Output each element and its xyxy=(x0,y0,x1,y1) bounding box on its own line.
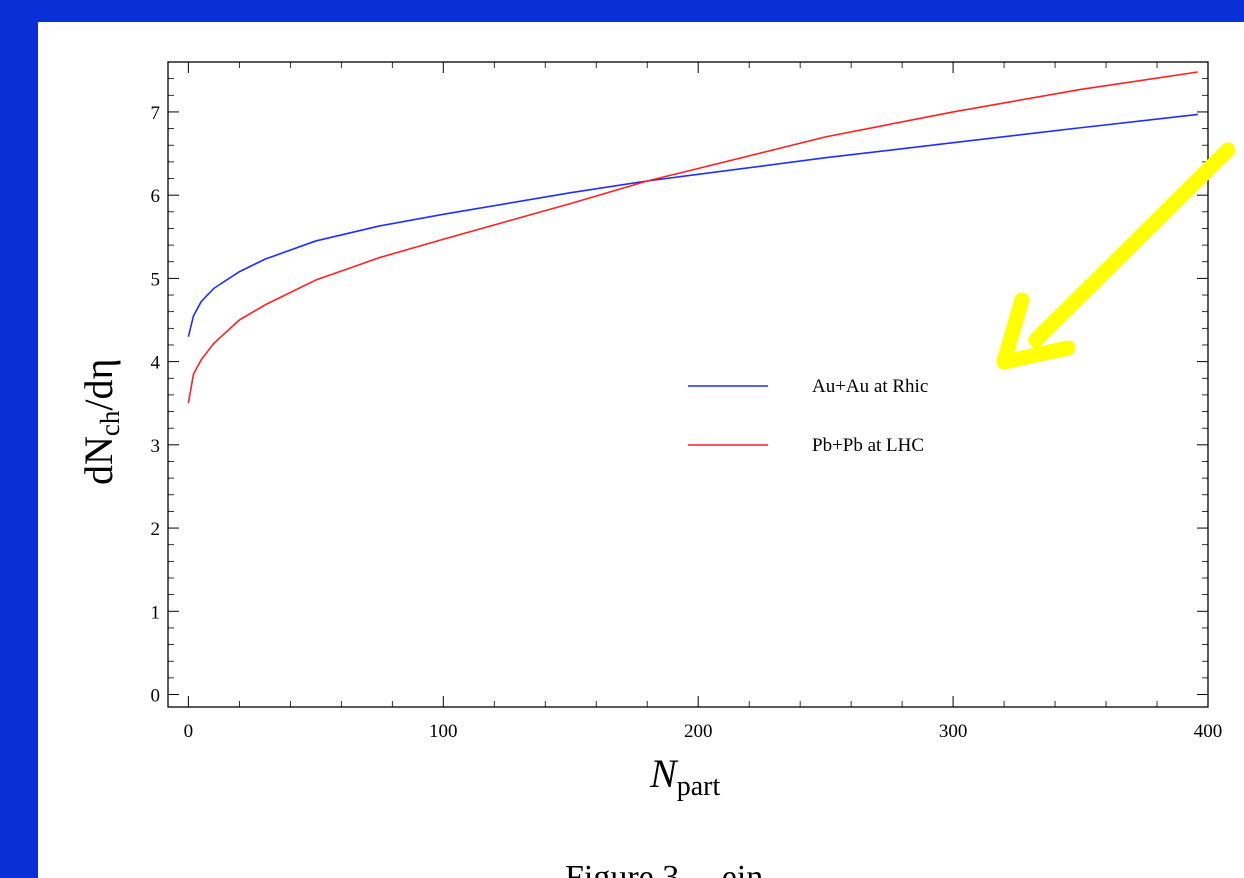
y-tick-label-3: 3 xyxy=(151,436,161,457)
y-tick-label-1: 1 xyxy=(151,602,161,623)
y-axis-title-sub: ch xyxy=(95,410,125,436)
x-axis-title: Npart xyxy=(649,751,720,802)
y-tick-label-4: 4 xyxy=(151,353,161,374)
legend-label-pb-pb: Pb+Pb at LHC xyxy=(812,435,924,456)
x-tick-labels: 0 100 200 300 400 xyxy=(184,721,1223,742)
y-tick-label-6: 6 xyxy=(151,186,161,207)
x-tick-label-400: 400 xyxy=(1194,721,1223,742)
y-tick-label-2: 2 xyxy=(151,519,161,540)
legend-label-au-au: Au+Au at Rhic xyxy=(812,376,928,397)
series-line-au-au-rhic xyxy=(187,113,1198,337)
y-axis-title: dNch/dη xyxy=(76,359,125,485)
arrow-shaft xyxy=(1028,142,1236,348)
y-tick-label-0: 0 xyxy=(151,686,161,707)
y-axis-title-main: dN xyxy=(76,436,121,485)
y-axis-title-tail: /dη xyxy=(76,359,121,411)
arrow-head xyxy=(996,292,1076,370)
plot-frame xyxy=(167,61,1209,708)
axis-ticks xyxy=(168,61,1209,707)
x-tick-label-100: 100 xyxy=(429,721,458,742)
figure-caption: Figure 3 ... ein xyxy=(565,859,763,878)
x-axis-title-main: N xyxy=(649,751,679,796)
x-tick-label-0: 0 xyxy=(184,721,194,742)
yellow-arrow-annotation xyxy=(996,142,1236,370)
series-line-pb-pb-lhc xyxy=(187,71,1198,404)
x-tick-label-200: 200 xyxy=(684,721,713,742)
x-axis-title-sub: part xyxy=(677,771,721,802)
y-tick-label-7: 7 xyxy=(151,103,161,124)
legend: Au+Au at Rhic Pb+Pb at LHC xyxy=(688,376,928,456)
series-layer xyxy=(187,71,1198,404)
figure-panel xyxy=(38,22,1244,878)
y-tick-label-5: 5 xyxy=(151,269,161,290)
y-tick-labels: 0 1 2 3 4 5 6 7 xyxy=(151,103,161,707)
x-tick-label-300: 300 xyxy=(939,721,968,742)
